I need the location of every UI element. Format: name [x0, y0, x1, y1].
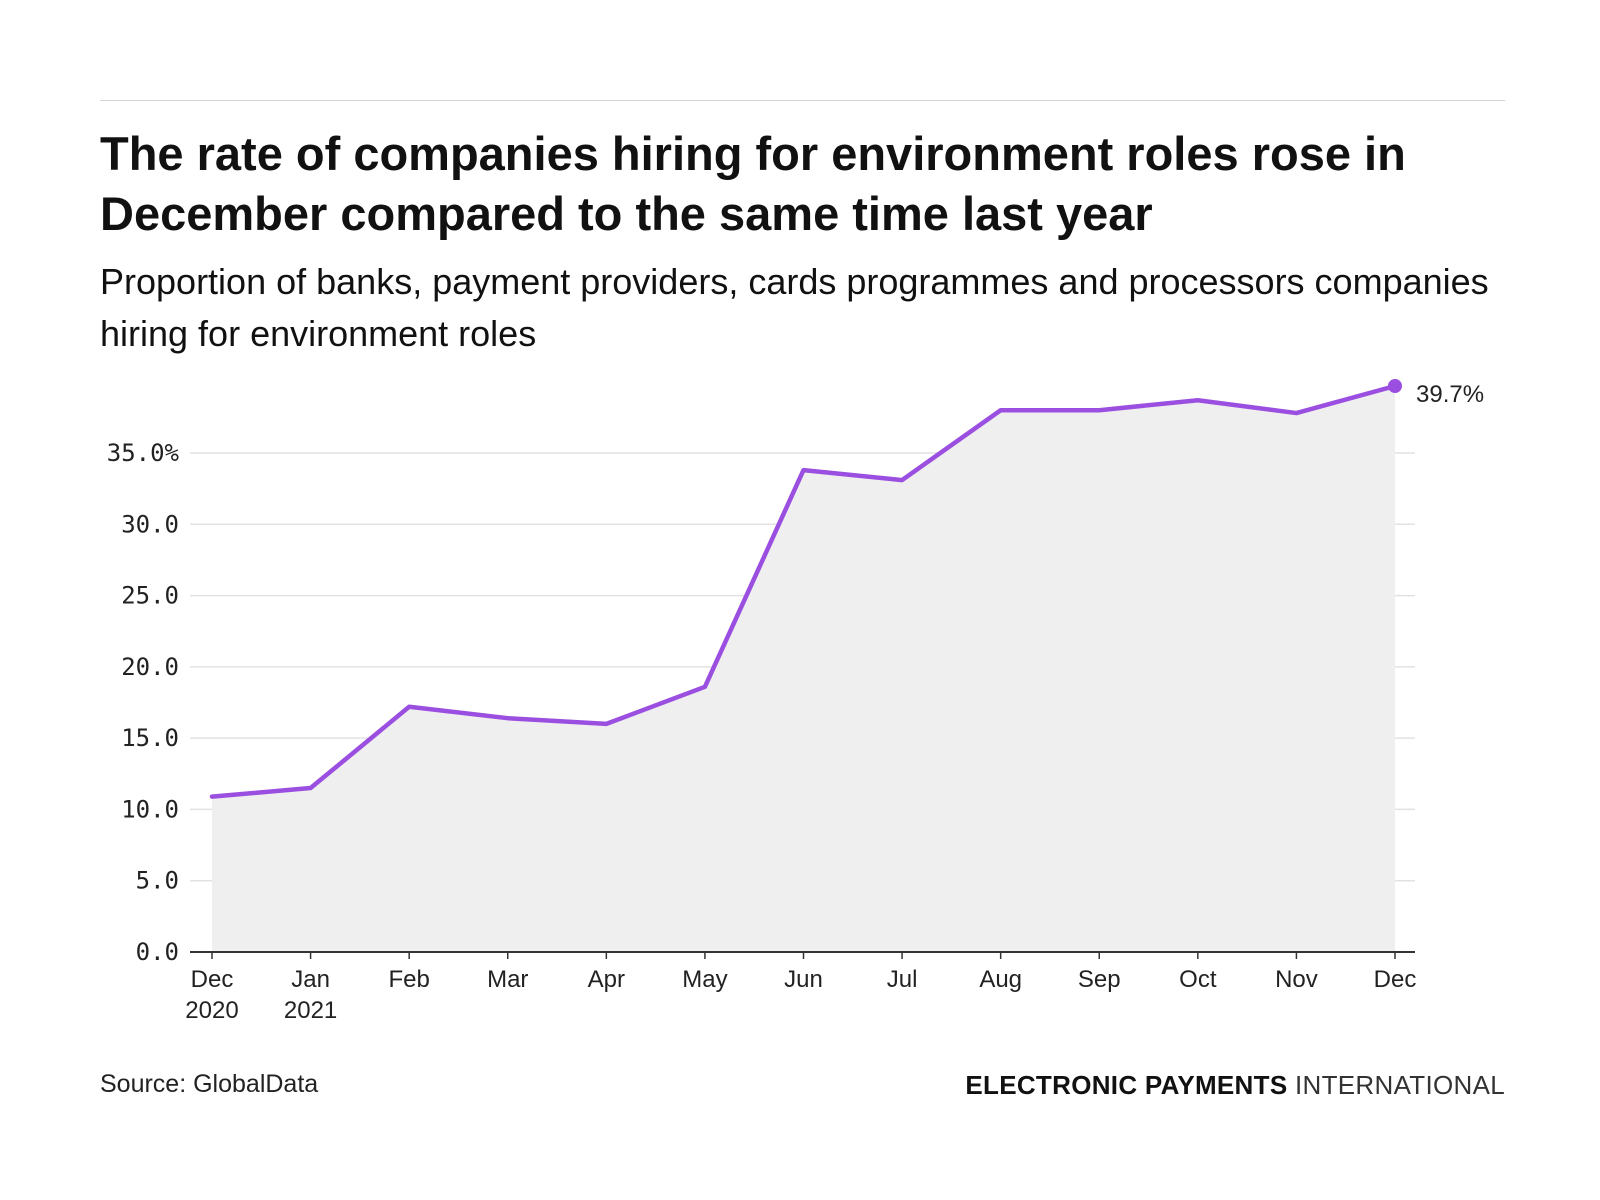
y-tick-label: 5.0 [136, 867, 179, 895]
x-tick-label-line: Feb [388, 966, 429, 993]
x-tick-label: Jun [784, 966, 823, 993]
x-tick-label: Dec [1374, 966, 1417, 993]
area-fill [212, 385, 1395, 952]
y-tick-label: 10.0 [121, 795, 179, 823]
y-tick-label: 20.0 [121, 653, 179, 681]
x-tick-label-line: Aug [979, 966, 1022, 993]
series-line [209, 383, 1398, 799]
x-tick-label: Sep [1078, 966, 1121, 993]
x-tick-label-line: May [682, 966, 727, 993]
line-chart: 0.0 5.0 10.0 15.0 20.0 25.0 30.0 35.0% 39.7% Dec 2… [107, 378, 1484, 1020]
y-tick-label: 35.0% [107, 439, 180, 467]
x-tick-label: Nov [1275, 966, 1318, 993]
x-tick-label: Jul [887, 966, 918, 993]
x-tick-label-line: Sep [1078, 966, 1121, 993]
x-tick-label: Oct [1179, 966, 1217, 993]
y-tick-label: 0.0 [136, 938, 179, 966]
x-tick-label: Mar [487, 966, 528, 993]
source-note: Source: GlobalData [100, 1070, 319, 1098]
x-tick-label: May [682, 966, 727, 993]
chart-title: The rate of companies hiring for environ… [100, 127, 1406, 240]
x-tick-label-line: Apr [588, 966, 625, 993]
x-tick-label-line: Oct [1179, 966, 1217, 993]
x-tick-label-line: Jul [887, 966, 918, 993]
x-tick-label: Aug [979, 966, 1022, 993]
x-tick-label-line: Dec [1374, 966, 1417, 993]
x-tick-label: Feb [388, 966, 429, 993]
x-tick-label: Dec 2020 [185, 966, 238, 1020]
x-tick-label-line: Jun [784, 966, 823, 993]
publisher-logo: ELECTRONIC PAYMENTS INTERNATIONAL [965, 1070, 1505, 1101]
end-value-label: 39.7% [1416, 381, 1484, 408]
x-tick-label-line: Dec [191, 966, 234, 993]
x-tick-label: Jan 2021 [284, 966, 337, 1020]
x-tick-label-line: Jan [291, 966, 330, 993]
end-point-marker [1388, 378, 1402, 393]
y-tick-label: 30.0 [121, 510, 179, 538]
chart-subtitle: Proportion of banks, payment providers, … [100, 261, 1489, 354]
x-tick-label-line: 2020 [185, 997, 238, 1020]
brand-bold: ELECTRONIC PAYMENTS [965, 1070, 1288, 1100]
y-tick-label: 25.0 [121, 582, 179, 610]
x-tick-label-line: Nov [1275, 966, 1318, 993]
x-tick-label: Apr [588, 966, 625, 993]
y-tick-label: 15.0 [121, 724, 179, 752]
x-tick-label-line: 2021 [284, 997, 337, 1020]
brand-light: INTERNATIONAL [1287, 1070, 1505, 1100]
x-tick-label-line: Mar [487, 966, 528, 993]
top-divider [100, 100, 1505, 101]
